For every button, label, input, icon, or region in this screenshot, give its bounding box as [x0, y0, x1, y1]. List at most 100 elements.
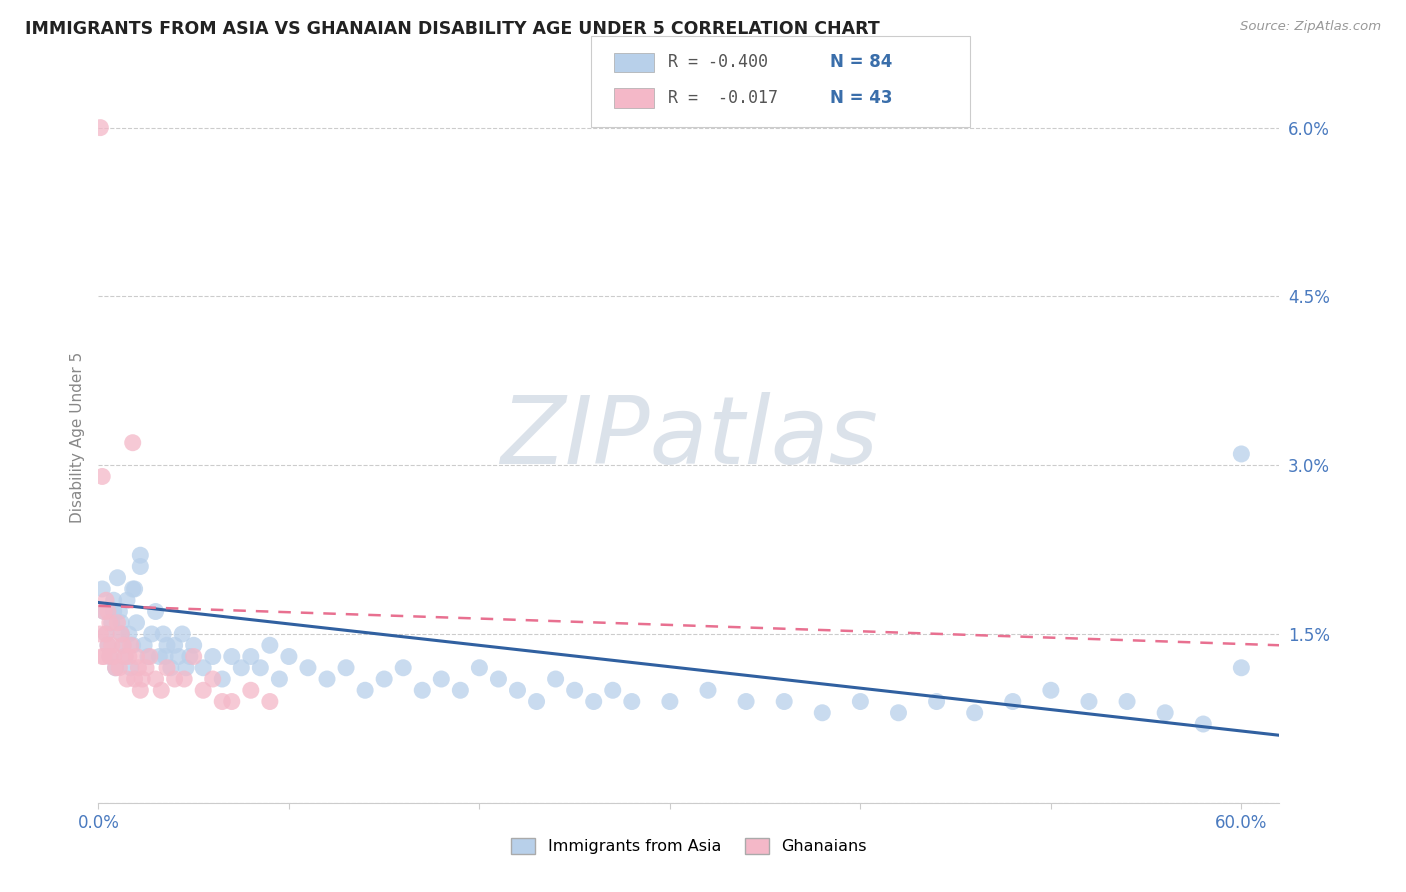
Point: [129, 548, 152, 562]
Point: [1192, 717, 1215, 731]
Point: [259, 694, 281, 708]
Point: [239, 683, 262, 698]
Point: [564, 683, 586, 698]
Point: [93, 605, 115, 619]
Point: [172, 627, 194, 641]
Point: [183, 649, 205, 664]
Point: [152, 627, 174, 641]
Point: [139, 649, 162, 664]
Point: [392, 661, 415, 675]
Point: [201, 672, 224, 686]
Point: [118, 627, 141, 641]
Point: [135, 661, 157, 675]
Point: [91, 469, 114, 483]
Point: [193, 661, 215, 675]
Point: [114, 649, 136, 664]
Point: [107, 615, 129, 630]
Point: [97, 605, 120, 619]
Point: [108, 661, 131, 675]
Point: [211, 672, 233, 686]
Point: [277, 649, 299, 664]
Point: [98, 615, 121, 630]
Text: R = -0.400: R = -0.400: [668, 54, 768, 71]
Point: [735, 694, 758, 708]
Point: [159, 661, 181, 675]
Text: R =  -0.017: R = -0.017: [668, 89, 778, 107]
Point: [110, 627, 132, 641]
Point: [183, 638, 205, 652]
Point: [129, 559, 152, 574]
Point: [620, 694, 643, 708]
Point: [107, 571, 129, 585]
Point: [925, 694, 948, 708]
Point: [211, 694, 233, 708]
Point: [887, 706, 910, 720]
Point: [811, 706, 834, 720]
Point: [94, 627, 117, 641]
Point: [141, 627, 163, 641]
Point: [411, 683, 433, 698]
Point: [221, 694, 243, 708]
Point: [1001, 694, 1024, 708]
Point: [259, 638, 281, 652]
Point: [963, 706, 986, 720]
Point: [335, 661, 357, 675]
Point: [201, 649, 224, 664]
Point: [129, 683, 152, 698]
Text: Source: ZipAtlas.com: Source: ZipAtlas.com: [1240, 20, 1381, 33]
Point: [93, 605, 115, 619]
Point: [239, 649, 262, 664]
Point: [544, 672, 567, 686]
Point: [125, 649, 148, 664]
Point: [658, 694, 681, 708]
Point: [1230, 447, 1253, 461]
Point: [430, 672, 453, 686]
Point: [98, 649, 121, 664]
Point: [112, 638, 135, 652]
Point: [91, 582, 114, 596]
Point: [110, 615, 132, 630]
Point: [269, 672, 291, 686]
Point: [163, 672, 186, 686]
Point: [93, 649, 115, 664]
Text: N = 43: N = 43: [830, 89, 891, 107]
Point: [179, 649, 201, 664]
Point: [120, 661, 142, 675]
Point: [773, 694, 796, 708]
Point: [89, 627, 111, 641]
Point: [120, 638, 142, 652]
Point: [98, 649, 121, 664]
Point: [1154, 706, 1177, 720]
Point: [127, 661, 149, 675]
Point: [97, 638, 120, 652]
Point: [89, 120, 111, 135]
Point: [134, 638, 156, 652]
Point: [145, 672, 167, 686]
Point: [697, 683, 720, 698]
Point: [148, 649, 170, 664]
Point: [100, 638, 122, 652]
Point: [104, 661, 127, 675]
Point: [145, 605, 167, 619]
Point: [104, 661, 127, 675]
Text: IMMIGRANTS FROM ASIA VS GHANAIAN DISABILITY AGE UNDER 5 CORRELATION CHART: IMMIGRANTS FROM ASIA VS GHANAIAN DISABIL…: [25, 20, 880, 37]
Point: [297, 661, 319, 675]
Point: [103, 605, 125, 619]
Point: [94, 627, 117, 641]
Point: [231, 661, 253, 675]
Point: [136, 649, 159, 664]
Point: [125, 615, 148, 630]
Point: [103, 649, 125, 664]
Point: [249, 661, 271, 675]
Point: [121, 582, 143, 596]
Point: [1116, 694, 1139, 708]
Point: [354, 683, 377, 698]
Point: [468, 661, 491, 675]
Point: [582, 694, 605, 708]
Point: [97, 638, 120, 652]
Point: [150, 683, 173, 698]
Point: [121, 435, 143, 450]
Point: [449, 683, 471, 698]
Point: [114, 649, 136, 664]
Point: [602, 683, 624, 698]
